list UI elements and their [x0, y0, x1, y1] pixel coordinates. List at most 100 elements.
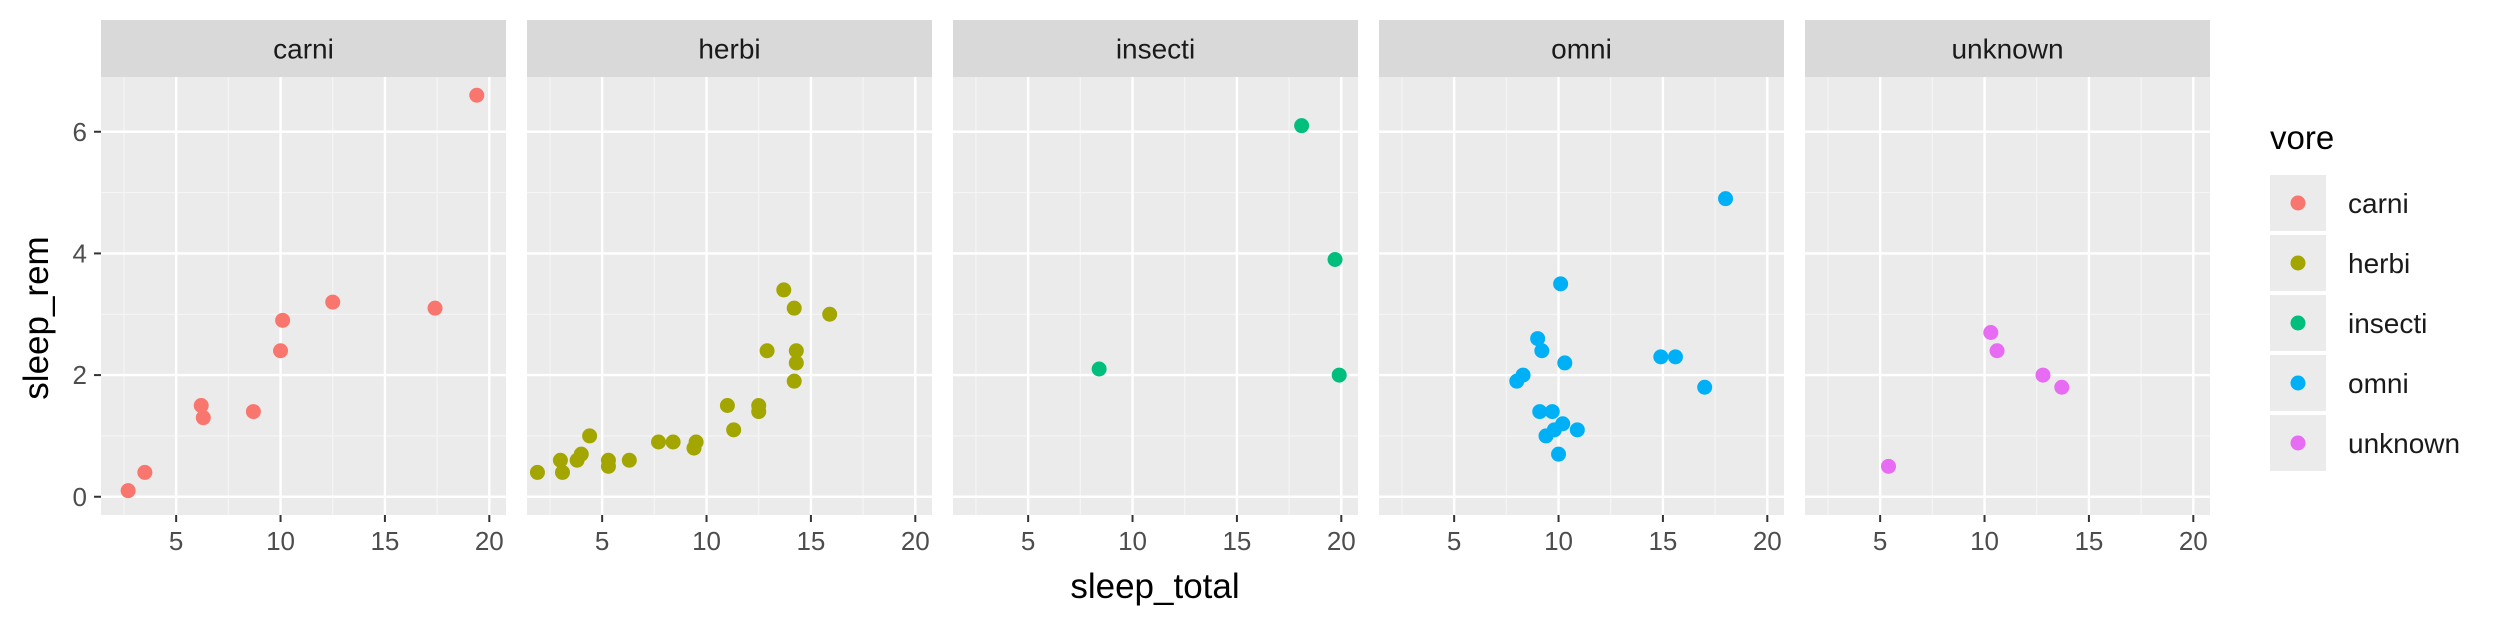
- data-point-herbi: [582, 428, 598, 444]
- legend-marker: [2290, 195, 2306, 211]
- legend-item-herbi: herbi: [2270, 235, 2410, 291]
- facet-panel-insecti: insecti 5 10 15 20: [953, 20, 1358, 556]
- y-axis-title: sleep_rem: [17, 236, 56, 399]
- x-tick-label: 10: [266, 526, 295, 556]
- x-tick-label: 20: [2179, 526, 2208, 556]
- x-tick-label: 15: [1222, 526, 1251, 556]
- data-point-unknown: [2035, 367, 2051, 383]
- data-point-unknown: [2054, 379, 2070, 395]
- legend-label: carni: [2348, 188, 2409, 219]
- facet-strip-label: unknown: [1951, 34, 2063, 65]
- data-point-omni: [1553, 276, 1569, 292]
- legend-marker: [2290, 375, 2306, 391]
- data-point-unknown: [1983, 325, 1999, 340]
- data-point-herbi: [822, 306, 838, 322]
- data-point-omni: [1532, 404, 1548, 420]
- legend-label: omni: [2348, 368, 2409, 399]
- facet-strip-label: omni: [1551, 34, 1612, 65]
- facet-strip-label: insecti: [1116, 34, 1195, 65]
- data-point-herbi: [786, 373, 802, 389]
- data-point-herbi: [552, 452, 568, 468]
- legend-item-insecti: insecti: [2270, 295, 2427, 351]
- data-point-omni: [1534, 343, 1550, 359]
- data-point-herbi: [726, 422, 742, 438]
- data-point-omni: [1653, 349, 1669, 365]
- facet-strip: [953, 20, 1358, 77]
- data-point-herbi: [719, 398, 735, 413]
- data-point-insecti: [1327, 252, 1343, 267]
- data-point-herbi: [776, 282, 792, 298]
- x-axis-title: sleep_total: [1070, 567, 1239, 606]
- panel-background: [1379, 77, 1784, 515]
- data-point-carni: [469, 87, 485, 103]
- data-point-omni: [1697, 379, 1713, 395]
- data-point-herbi: [788, 355, 804, 371]
- facet-strip: [101, 20, 506, 77]
- x-tick-label: 15: [796, 526, 825, 556]
- data-point-carni: [427, 300, 443, 316]
- legend-item-carni: carni: [2270, 175, 2409, 231]
- legend-title: vore: [2270, 119, 2334, 156]
- facet-strip: [1379, 20, 1784, 77]
- data-point-carni: [120, 483, 136, 499]
- y-tick-label: 4: [73, 238, 87, 268]
- data-point-insecti: [1331, 367, 1347, 383]
- x-tick-label: 5: [1021, 526, 1035, 556]
- facet-panel-carni: carni 5 10 15 20: [101, 20, 506, 556]
- y-tick-label: 0: [73, 482, 87, 512]
- legend-marker: [2290, 255, 2306, 271]
- data-point-omni: [1551, 446, 1567, 462]
- data-point-unknown: [1881, 458, 1897, 474]
- data-point-herbi: [573, 446, 589, 462]
- facet-strip: [1805, 20, 2210, 77]
- data-point-omni: [1530, 331, 1546, 347]
- x-tick-label: 20: [1753, 526, 1782, 556]
- legend-label: insecti: [2348, 308, 2427, 339]
- data-point-omni: [1718, 191, 1734, 207]
- legend: vore carni herbi insecti omni unknown: [2270, 119, 2460, 471]
- x-tick-label: 15: [1648, 526, 1677, 556]
- x-tick-label: 20: [475, 526, 504, 556]
- data-point-omni: [1557, 355, 1573, 371]
- data-point-insecti: [1294, 118, 1310, 134]
- data-point-omni: [1555, 416, 1571, 432]
- data-point-herbi: [554, 464, 570, 480]
- legend-label: unknown: [2348, 428, 2460, 459]
- x-tick-label: 5: [169, 526, 183, 556]
- data-point-carni: [193, 398, 209, 413]
- x-tick-label: 20: [901, 526, 930, 556]
- legend-marker: [2290, 435, 2306, 451]
- panel-background: [527, 77, 932, 515]
- facet-strip: [527, 20, 932, 77]
- facet-panel-omni: omni 5 10 15 20: [1379, 20, 1784, 556]
- data-point-herbi: [688, 434, 704, 450]
- data-point-unknown: [1989, 343, 2005, 359]
- legend-item-omni: omni: [2270, 355, 2409, 411]
- data-point-omni: [1569, 422, 1585, 438]
- panel-background: [953, 77, 1358, 515]
- data-point-carni: [325, 294, 341, 310]
- facet-panel-herbi: herbi 5 10 15 20: [527, 20, 932, 556]
- data-point-herbi: [529, 464, 545, 480]
- x-tick-label: 5: [1873, 526, 1887, 556]
- legend-item-unknown: unknown: [2270, 415, 2460, 471]
- x-tick-label: 10: [1970, 526, 1999, 556]
- data-point-carni: [137, 464, 153, 480]
- panel-background: [1805, 77, 2210, 515]
- data-point-herbi: [751, 398, 767, 413]
- data-point-carni: [245, 404, 261, 420]
- y-tick-label: 2: [73, 360, 87, 390]
- facet-panel-unknown: unknown 5 10 15 20: [1805, 20, 2210, 556]
- data-point-herbi: [621, 452, 637, 468]
- data-point-carni: [195, 410, 211, 426]
- x-tick-label: 10: [1544, 526, 1573, 556]
- legend-marker: [2290, 315, 2306, 331]
- y-axis: 0 2 4 6: [73, 117, 101, 512]
- data-point-herbi: [651, 434, 667, 450]
- y-tick-label: 6: [73, 117, 87, 147]
- data-point-herbi: [788, 343, 804, 359]
- data-point-herbi: [665, 434, 681, 450]
- x-tick-label: 10: [1118, 526, 1147, 556]
